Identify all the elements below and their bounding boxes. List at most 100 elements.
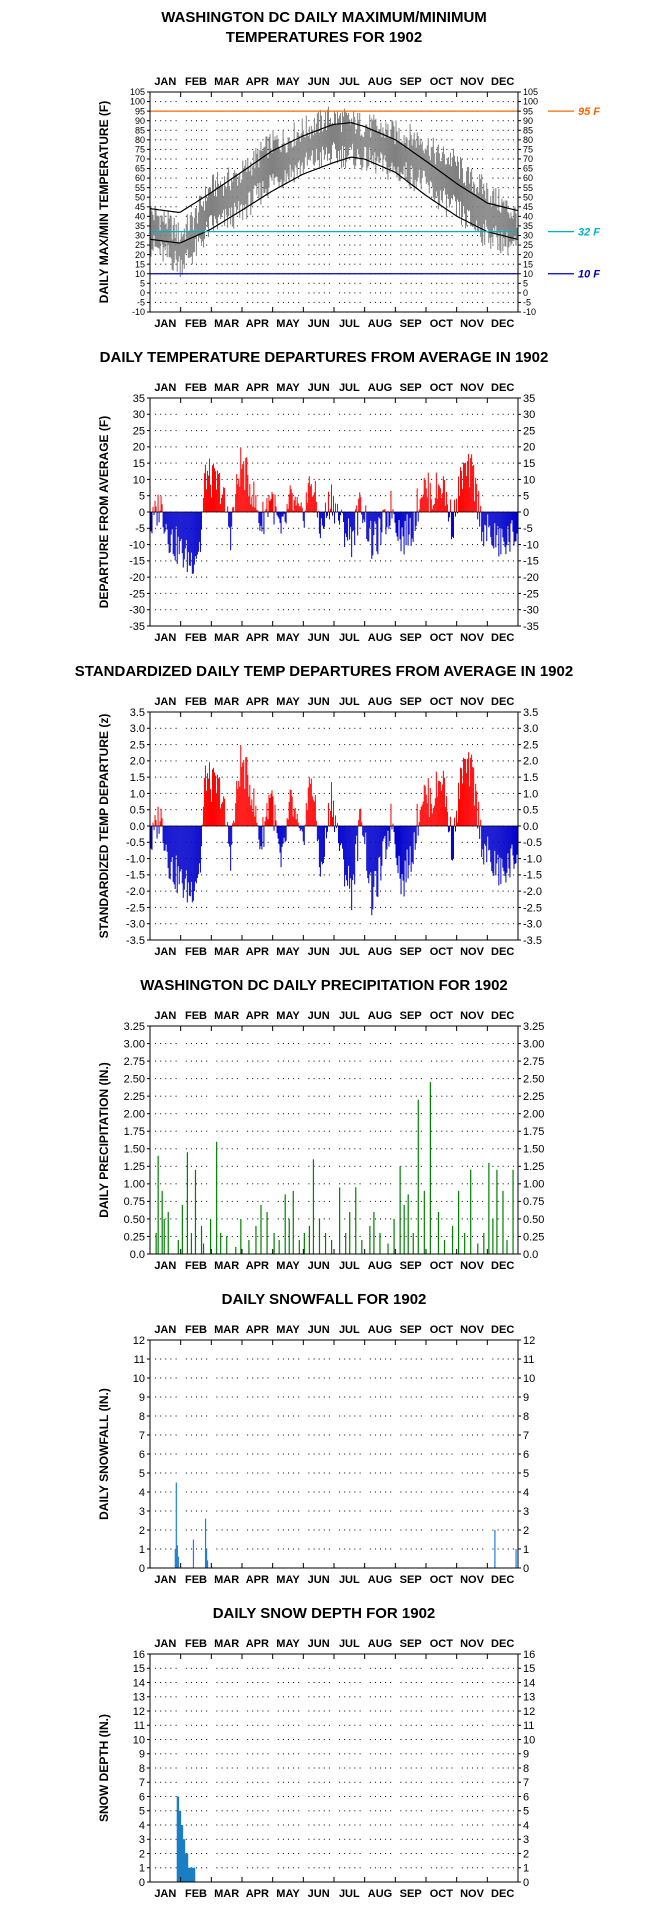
departure-bar xyxy=(311,496,313,512)
daily-range-bar xyxy=(379,129,381,163)
precip-bar xyxy=(312,1159,315,1254)
departure-bar xyxy=(213,767,215,826)
y-tick-label-left: 1.50 xyxy=(124,1144,145,1156)
daily-range-bar xyxy=(509,218,511,242)
precip-bar xyxy=(220,1232,222,1254)
daily-range-bar xyxy=(240,183,242,206)
precip-bar xyxy=(260,1204,262,1254)
month-label-top: FEB xyxy=(185,1324,207,1336)
daily-range-bar xyxy=(479,174,481,227)
daily-range-bar xyxy=(239,172,241,218)
departure-bar xyxy=(407,512,409,546)
month-label-top: AUG xyxy=(368,382,392,394)
precip-bar xyxy=(194,1169,197,1254)
month-label-bottom: SEP xyxy=(400,1888,422,1900)
month-label-bottom: AUG xyxy=(368,1260,392,1272)
daily-range-bar xyxy=(420,144,422,190)
departure-bar xyxy=(393,512,395,515)
daily-range-bar xyxy=(201,206,203,241)
month-label-top: JAN xyxy=(154,1324,176,1336)
month-label-bottom: JUN xyxy=(308,1888,330,1900)
month-label-top: SEP xyxy=(400,1638,422,1650)
departure-bar xyxy=(165,512,167,525)
month-label-bottom: OCT xyxy=(430,632,454,644)
month-label-top: JAN xyxy=(154,76,176,88)
departure-bar xyxy=(290,790,292,826)
month-label-bottom: DEC xyxy=(491,318,514,330)
month-label-bottom: SEP xyxy=(400,946,422,958)
departure-bar xyxy=(279,826,281,853)
departure-bar xyxy=(444,505,446,512)
month-label-bottom: MAY xyxy=(276,1888,300,1900)
y-tick-label-left: 35 xyxy=(135,221,145,231)
departure-bar xyxy=(479,826,481,839)
departure-bar xyxy=(335,815,337,826)
y-tick-label-left: 5 xyxy=(139,491,145,503)
y-tick-label-left: 1.25 xyxy=(124,1161,145,1173)
month-label-bottom: JAN xyxy=(154,1260,176,1272)
departure-bar xyxy=(415,512,417,527)
departure-bar xyxy=(284,826,286,843)
departure-bar xyxy=(369,826,371,875)
departure-bar xyxy=(310,484,312,512)
y-tick-label-left: 2.75 xyxy=(124,1056,145,1068)
departure-bar xyxy=(389,826,391,841)
y-tick-label-left: -0.5 xyxy=(126,837,145,849)
daily-range-bar xyxy=(245,160,247,205)
departure-bar xyxy=(230,826,232,871)
precip-bar xyxy=(379,1232,381,1254)
departure-bar xyxy=(505,826,507,883)
month-label-top: JUL xyxy=(339,696,360,708)
y-tick-label-right: 70 xyxy=(523,154,533,164)
daily-range-bar xyxy=(199,195,201,239)
normal-min-line xyxy=(150,156,518,244)
departure-bar xyxy=(287,508,289,512)
departure-bar xyxy=(325,826,327,839)
y-tick-label-right: 65 xyxy=(523,164,533,174)
departure-bar xyxy=(467,461,469,512)
precip-bar xyxy=(470,1169,472,1254)
daily-range-bar xyxy=(205,200,207,222)
y-axis-label: STANDARDIZED TEMP DEPARTURE (z) xyxy=(97,714,111,939)
departure-bar xyxy=(396,826,398,866)
daily-range-bar xyxy=(480,178,482,238)
daily-range-bar xyxy=(311,129,313,151)
departure-bar xyxy=(433,805,435,826)
daily-range-bar xyxy=(230,190,232,225)
month-label-top: JUL xyxy=(339,1010,360,1022)
departure-bar xyxy=(322,826,324,863)
daily-range-bar xyxy=(225,186,227,209)
departure-bar xyxy=(280,826,282,868)
departure-bar xyxy=(380,512,382,545)
y-tick-label-right: 0.0 xyxy=(523,821,538,833)
departure-bar xyxy=(363,512,365,520)
y-tick-label-left: 0.25 xyxy=(124,1231,145,1243)
departure-bar xyxy=(327,803,329,826)
departure-bar xyxy=(238,478,240,512)
y-tick-label-left: 3.25 xyxy=(124,1021,145,1033)
daily-range-bar xyxy=(253,150,255,189)
departure-bar xyxy=(486,512,488,542)
month-label-bottom: FEB xyxy=(185,632,207,644)
departure-bar xyxy=(351,512,353,558)
departure-bar xyxy=(176,826,178,894)
daily-range-bar xyxy=(497,210,499,251)
daily-range-bar xyxy=(419,138,421,184)
daily-range-bar xyxy=(422,150,424,171)
departure-bar xyxy=(275,506,277,512)
daily-range-bar xyxy=(332,124,334,143)
snowdepth-bar xyxy=(193,1867,196,1882)
y-tick-label-right: 2.50 xyxy=(523,1073,544,1085)
departure-bar xyxy=(250,805,252,826)
y-tick-label-right: 3.25 xyxy=(523,1021,544,1033)
daily-range-bar xyxy=(405,136,407,163)
y-tick-label-left: -3.0 xyxy=(126,919,145,931)
departure-bar xyxy=(460,767,462,826)
departure-bar xyxy=(317,510,319,512)
daily-range-bar xyxy=(363,137,365,158)
daily-range-bar xyxy=(159,230,161,255)
daily-range-bar xyxy=(499,211,501,251)
daily-range-bar xyxy=(474,184,476,230)
daily-range-bar xyxy=(345,111,347,169)
daily-range-bar xyxy=(465,185,467,229)
